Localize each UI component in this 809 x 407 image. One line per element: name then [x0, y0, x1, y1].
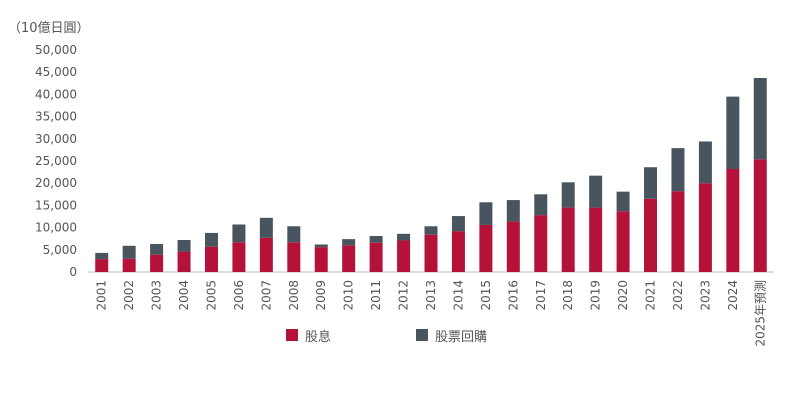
bar-buybacks [150, 244, 164, 255]
bar-buybacks [644, 167, 658, 199]
bar-buybacks [397, 233, 411, 241]
x-tick-label: 2011 [369, 280, 383, 311]
x-tick-label: 2010 [342, 280, 356, 311]
bar-buybacks [424, 226, 438, 235]
y-tick-label: 45,000 [35, 65, 77, 79]
x-tick-label: 2005 [204, 280, 218, 311]
y-tick-label: 5,000 [43, 243, 77, 257]
bar-dividends [122, 258, 136, 272]
bar-buybacks [698, 141, 712, 184]
bar-buybacks [369, 236, 383, 243]
x-tick-label: 2007 [259, 280, 273, 311]
bar-dividends [342, 245, 356, 272]
y-tick-label: 30,000 [35, 132, 77, 146]
x-tick-label: 2006 [232, 280, 246, 311]
bar-dividends [753, 159, 767, 272]
bar-buybacks [342, 239, 356, 246]
y-tick-label: 35,000 [35, 110, 77, 124]
x-tick-label: 2009 [314, 280, 328, 311]
y-tick-label: 10,000 [35, 221, 77, 235]
bar-dividends [424, 234, 438, 272]
x-tick-label: 2020 [616, 280, 630, 311]
bar-buybacks [232, 224, 246, 243]
bar-buybacks [753, 77, 767, 160]
x-tick-label: 2025年預測 [753, 280, 767, 347]
x-tick-label: 2021 [644, 280, 658, 311]
unit-label: （10億日圓） [8, 20, 90, 36]
bar-dividends [150, 254, 164, 272]
bar-dividends [204, 246, 218, 272]
bar-buybacks [671, 148, 685, 192]
bar-buybacks [479, 202, 493, 225]
bar-dividends [698, 183, 712, 272]
y-tick-label: 20,000 [35, 176, 77, 190]
bar-buybacks [287, 226, 301, 243]
bar-buybacks [589, 175, 603, 208]
bar-buybacks [95, 252, 109, 260]
bar-dividends [479, 224, 493, 272]
y-tick-label: 0 [69, 265, 77, 279]
x-tick-label: 2019 [589, 280, 603, 311]
x-tick-label: 2024 [726, 280, 740, 311]
bar-buybacks [451, 216, 465, 232]
bar-dividends [177, 251, 191, 272]
legend-label-dividends: 股息 [305, 329, 331, 345]
x-tick-label: 2015 [479, 280, 493, 311]
bar-dividends [589, 207, 603, 272]
bar-dividends [726, 168, 740, 272]
bar-dividends [616, 211, 630, 272]
bar-buybacks [259, 217, 273, 238]
bar-buybacks [616, 191, 630, 212]
x-tick-label: 2008 [287, 280, 301, 311]
x-tick-label: 2018 [561, 280, 575, 311]
x-tick-label: 2016 [506, 280, 520, 311]
y-tick-label: 15,000 [35, 198, 77, 212]
bar-dividends [314, 247, 328, 272]
bar-buybacks [726, 96, 740, 169]
bar-dividends [644, 198, 658, 272]
bar-dividends [506, 221, 520, 272]
legend-swatch-dividends [286, 329, 298, 341]
y-tick-label: 40,000 [35, 87, 77, 101]
y-axis-ticks: 0 5,000 10,000 15,000 20,000 25,000 30,000 35,0… [35, 43, 77, 279]
bar-dividends [671, 191, 685, 272]
x-tick-label: 2001 [95, 280, 109, 311]
bars-group [95, 77, 767, 272]
x-tick-label: 2002 [122, 280, 136, 311]
bar-buybacks [204, 232, 218, 247]
bar-dividends [561, 207, 575, 272]
bar-buybacks [122, 245, 136, 259]
bar-dividends [287, 242, 301, 272]
legend-label-buybacks: 股票回購 [435, 330, 487, 345]
bar-dividends [232, 242, 246, 272]
x-tick-label: 2012 [397, 280, 411, 311]
bar-buybacks [314, 244, 328, 248]
bar-dividends [397, 240, 411, 272]
x-axis-ticks: 2001 2002 2003 2004 2005 2006 2007 2008 2009 2010… [95, 280, 768, 347]
y-tick-label: 25,000 [35, 154, 77, 168]
bar-dividends [95, 259, 109, 272]
bar-buybacks [506, 200, 520, 222]
x-tick-label: 2003 [150, 280, 164, 311]
x-tick-label: 2022 [671, 280, 685, 311]
x-tick-label: 2004 [177, 280, 191, 311]
bar-buybacks [534, 194, 548, 216]
legend-swatch-buybacks [416, 329, 428, 341]
bar-dividends [259, 237, 273, 272]
bar-dividends [451, 231, 465, 272]
x-tick-label: 2023 [698, 280, 712, 311]
x-tick-label: 2013 [424, 280, 438, 311]
bar-dividends [369, 242, 383, 272]
bar-buybacks [561, 182, 575, 208]
bar-buybacks [177, 240, 191, 252]
y-tick-label: 50,000 [35, 43, 77, 57]
x-tick-label: 2014 [451, 280, 465, 311]
x-tick-label: 2017 [534, 280, 548, 311]
legend: 股息 股票回購 [286, 329, 487, 345]
bar-dividends [534, 215, 548, 272]
